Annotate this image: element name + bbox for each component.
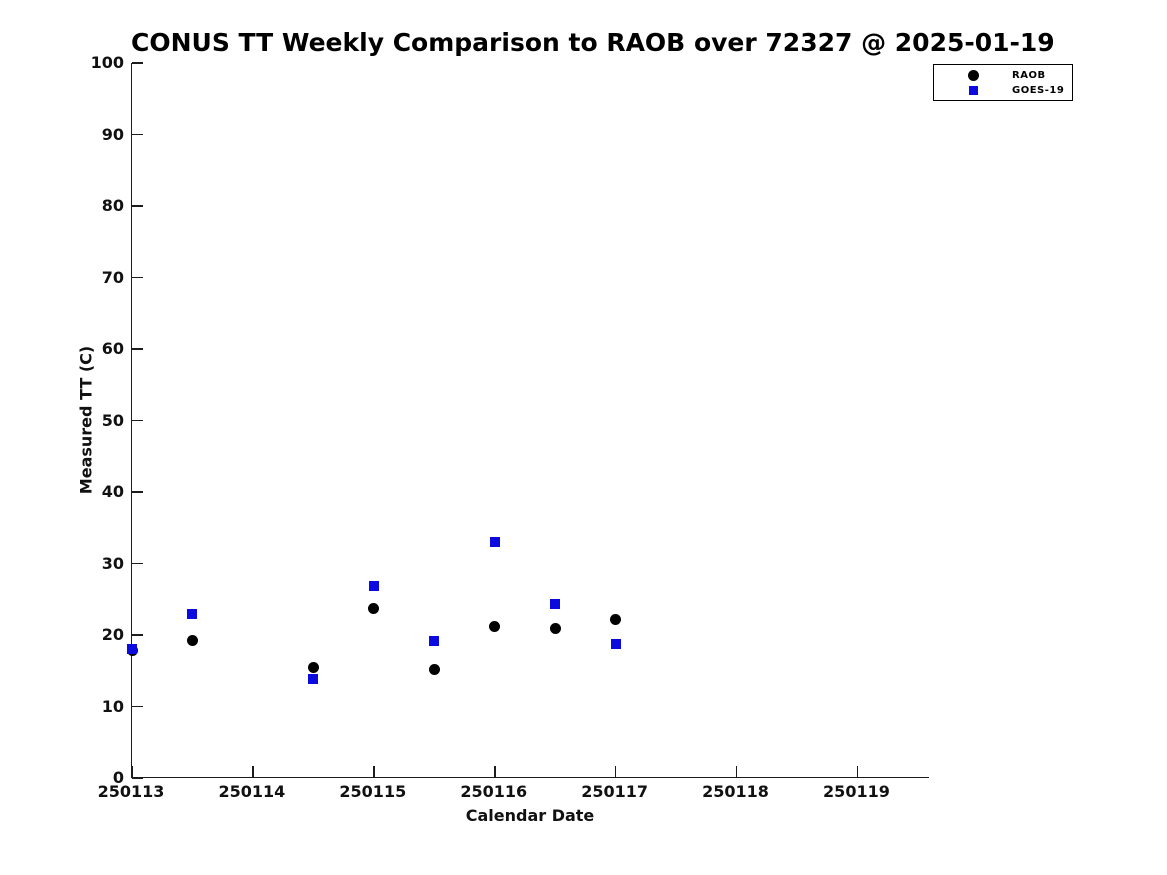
y-tick [132,705,143,708]
goes-19-data-point [610,639,621,650]
circle-marker-icon [934,70,1012,81]
legend-label: GOES-19 [1012,85,1065,96]
x-tick [614,766,617,777]
goes-19-data-point [127,644,137,655]
y-tick [132,205,143,207]
y-tick [132,133,143,136]
y-tick-label: 20 [101,625,124,644]
y-tick-label: 0 [112,768,124,787]
x-tick-label: 250114 [218,782,286,801]
x-tick [373,766,375,777]
y-tick [132,348,143,350]
raob-data-point [307,661,319,673]
x-tick-label: 250115 [339,782,407,801]
raob-data-point [549,623,561,635]
raob-data-point [489,620,501,632]
y-tick-label: 70 [101,267,124,287]
y-tick [132,419,143,422]
y-tick-label: 60 [101,339,124,358]
x-tick-label: 250116 [460,782,528,801]
x-tick [735,766,738,777]
x-tick [252,766,254,777]
raob-data-point [428,663,440,675]
x-tick-label: 250119 [823,782,890,801]
goes-19-data-point [308,673,319,684]
y-tick-label: 90 [101,124,124,144]
legend-label: RAOB [1012,70,1046,81]
x-tick-label: 250117 [581,782,649,801]
y-tick-label: 80 [101,196,124,215]
y-tick [132,491,143,493]
y-tick [132,276,143,279]
y-tick [132,62,143,64]
goes-19-data-point [368,581,379,592]
goes-19-data-point [187,608,198,619]
legend-entry-goes-19: GOES-19 [934,83,1072,98]
square-marker-icon [934,86,1012,95]
x-tick-label: 250118 [702,782,769,801]
y-tick-label: 10 [101,696,124,716]
goes-19-data-point [489,537,500,548]
x-tick [131,766,133,777]
raob-data-point [610,613,622,625]
x-tick [856,766,859,777]
y-tick-label: 30 [101,553,124,573]
goes-19-data-point [429,636,440,647]
raob-data-point [186,635,198,647]
y-tick [132,777,143,779]
y-tick-label: 40 [101,482,124,501]
chart-title: CONUS TT Weekly Comparison to RAOB over … [131,28,1055,57]
legend: RAOB GOES-19 [933,64,1073,101]
y-tick [132,634,143,636]
y-tick-label: 100 [90,53,124,72]
x-tick-label: 250113 [97,782,165,801]
y-tick [132,562,143,565]
raob-data-point [368,603,380,615]
goes-19-data-point [550,599,561,610]
x-axis-label: Calendar Date [465,806,595,825]
x-tick [493,766,496,777]
y-tick-label: 50 [101,410,124,430]
legend-entry-raob: RAOB [934,68,1072,83]
plot-area [126,62,929,779]
